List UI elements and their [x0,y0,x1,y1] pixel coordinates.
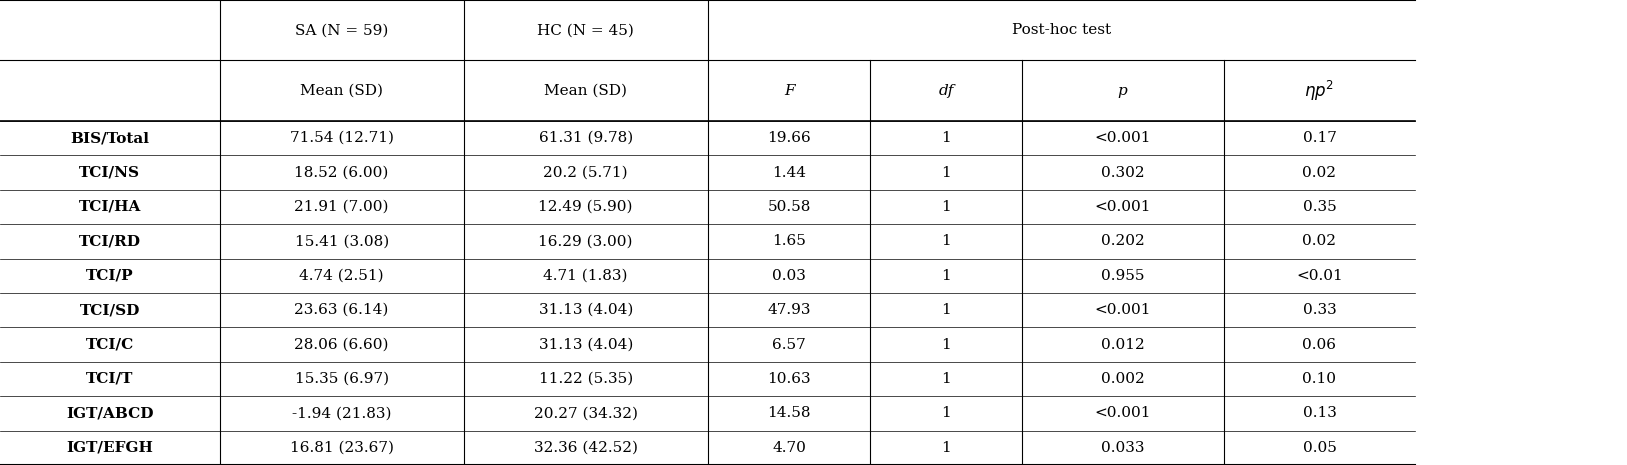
Text: 61.31 (9.78): 61.31 (9.78) [539,131,633,145]
Text: 0.302: 0.302 [1101,166,1144,179]
Text: <0.001: <0.001 [1095,303,1150,317]
Text: F: F [784,84,794,98]
Text: 32.36 (42.52): 32.36 (42.52) [534,441,638,455]
Text: 16.29 (3.00): 16.29 (3.00) [539,234,633,248]
Text: 0.17: 0.17 [1303,131,1336,145]
Text: 18.52 (6.00): 18.52 (6.00) [294,166,389,179]
Text: 12.49 (5.90): 12.49 (5.90) [539,200,633,214]
Text: IGT/EFGH: IGT/EFGH [67,441,153,455]
Text: TCI/C: TCI/C [86,338,133,352]
Text: 31.13 (4.04): 31.13 (4.04) [539,303,633,317]
Text: <0.001: <0.001 [1095,200,1150,214]
Text: 0.03: 0.03 [773,269,805,283]
Text: 14.58: 14.58 [768,406,810,420]
Text: 50.58: 50.58 [768,200,810,214]
Text: <0.01: <0.01 [1297,269,1342,283]
Text: 1: 1 [942,406,950,420]
Text: $\eta p^2$: $\eta p^2$ [1305,79,1334,103]
Text: 1.65: 1.65 [773,234,805,248]
Text: 20.27 (34.32): 20.27 (34.32) [534,406,638,420]
Text: 15.35 (6.97): 15.35 (6.97) [294,372,389,386]
Text: Mean (SD): Mean (SD) [543,84,628,98]
Text: 0.002: 0.002 [1101,372,1144,386]
Text: 0.35: 0.35 [1303,200,1336,214]
Text: 1: 1 [942,166,950,179]
Text: 0.012: 0.012 [1101,338,1144,352]
Text: <0.001: <0.001 [1095,131,1150,145]
Text: 4.71 (1.83): 4.71 (1.83) [543,269,628,283]
Text: Mean (SD): Mean (SD) [299,84,384,98]
Text: 16.81 (23.67): 16.81 (23.67) [290,441,394,455]
Text: 4.70: 4.70 [773,441,805,455]
Text: Post-hoc test: Post-hoc test [1012,23,1111,37]
Text: 1: 1 [942,441,950,455]
Text: -1.94 (21.83): -1.94 (21.83) [291,406,392,420]
Text: 1: 1 [942,303,950,317]
Text: 10.63: 10.63 [768,372,810,386]
Text: 1: 1 [942,200,950,214]
Text: 0.033: 0.033 [1101,441,1144,455]
Text: TCI/RD: TCI/RD [78,234,142,248]
Text: 20.2 (5.71): 20.2 (5.71) [543,166,628,179]
Text: TCI/T: TCI/T [86,372,133,386]
Text: HC (N = 45): HC (N = 45) [537,23,635,37]
Text: 0.05: 0.05 [1303,441,1336,455]
Text: TCI/P: TCI/P [86,269,133,283]
Text: 0.02: 0.02 [1303,234,1336,248]
Text: <0.001: <0.001 [1095,406,1150,420]
Text: df: df [939,84,953,98]
Text: 0.955: 0.955 [1101,269,1144,283]
Text: SA (N = 59): SA (N = 59) [294,23,389,37]
Text: 1: 1 [942,338,950,352]
Text: 1: 1 [942,372,950,386]
Text: BIS/Total: BIS/Total [70,131,150,145]
Text: 28.06 (6.60): 28.06 (6.60) [294,338,389,352]
Text: 1.44: 1.44 [773,166,805,179]
Text: p: p [1118,84,1128,98]
Text: 21.91 (7.00): 21.91 (7.00) [294,200,389,214]
Text: 0.06: 0.06 [1303,338,1336,352]
Text: 4.74 (2.51): 4.74 (2.51) [299,269,384,283]
Text: 0.13: 0.13 [1303,406,1336,420]
Text: 19.66: 19.66 [768,131,810,145]
Text: 6.57: 6.57 [773,338,805,352]
Text: 15.41 (3.08): 15.41 (3.08) [294,234,389,248]
Text: 0.33: 0.33 [1303,303,1336,317]
Text: 1: 1 [942,131,950,145]
Text: 0.10: 0.10 [1303,372,1336,386]
Text: 1: 1 [942,234,950,248]
Text: 11.22 (5.35): 11.22 (5.35) [539,372,633,386]
Text: 1: 1 [942,269,950,283]
Text: TCI/HA: TCI/HA [78,200,142,214]
Text: 23.63 (6.14): 23.63 (6.14) [294,303,389,317]
Text: IGT/ABCD: IGT/ABCD [67,406,153,420]
Text: 0.02: 0.02 [1303,166,1336,179]
Text: 31.13 (4.04): 31.13 (4.04) [539,338,633,352]
Text: 0.202: 0.202 [1101,234,1144,248]
Text: TCI/NS: TCI/NS [80,166,140,179]
Text: 47.93: 47.93 [768,303,810,317]
Text: 71.54 (12.71): 71.54 (12.71) [290,131,394,145]
Text: TCI/SD: TCI/SD [80,303,140,317]
